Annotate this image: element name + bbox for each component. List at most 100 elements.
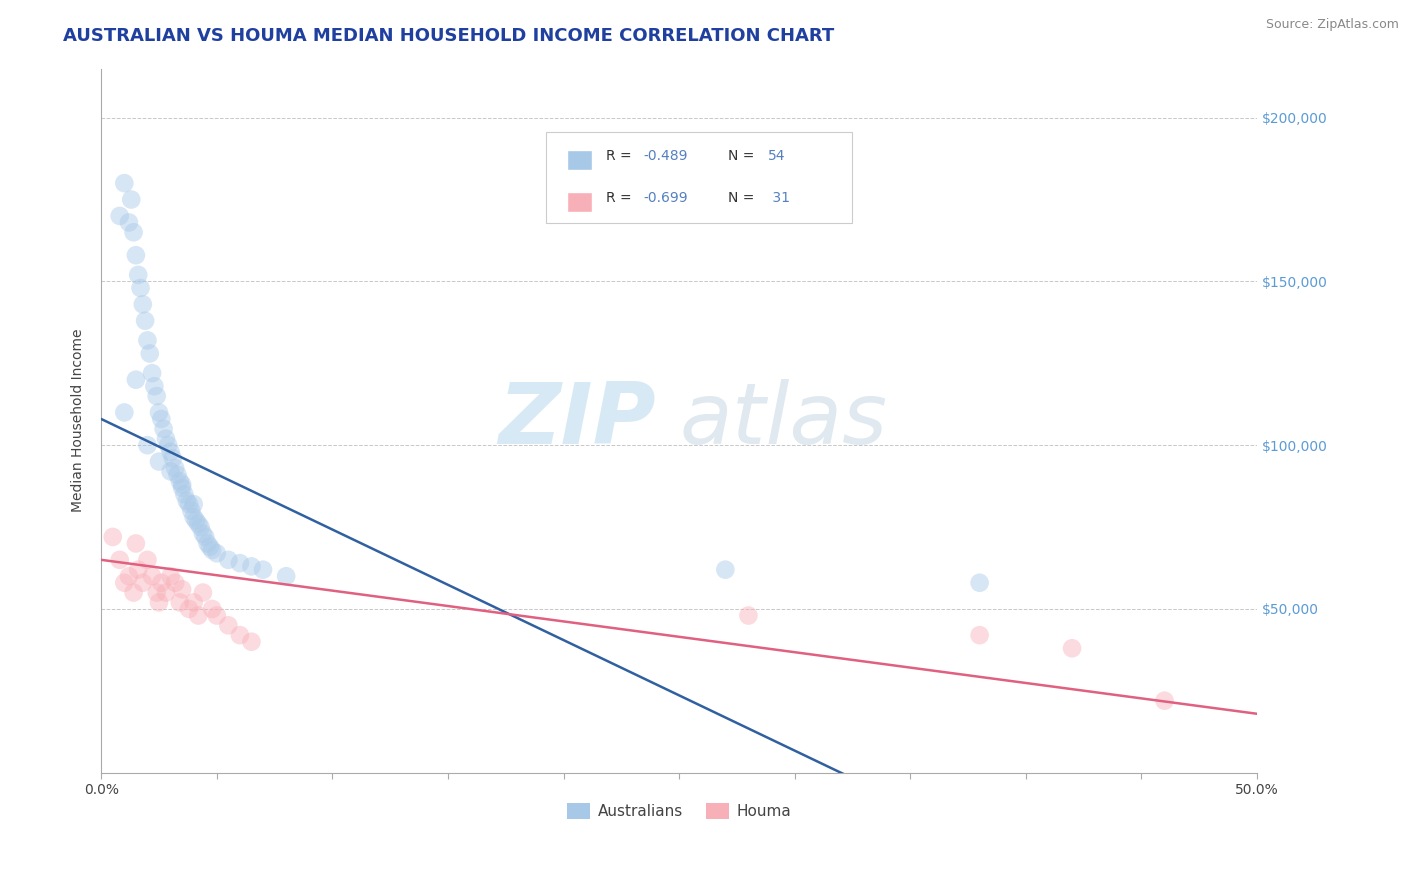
Point <box>191 585 214 599</box>
Text: atlas: atlas <box>679 379 887 462</box>
Point <box>118 569 141 583</box>
Point <box>143 379 166 393</box>
FancyBboxPatch shape <box>546 132 852 224</box>
Point <box>190 520 212 534</box>
Point <box>172 481 194 495</box>
Text: -0.699: -0.699 <box>644 191 688 204</box>
Point <box>159 569 181 583</box>
Point <box>155 432 177 446</box>
Point <box>240 559 263 574</box>
Point <box>169 474 191 488</box>
Point <box>148 405 170 419</box>
Point <box>240 634 263 648</box>
Point <box>118 215 141 229</box>
Point <box>108 553 131 567</box>
Text: 54: 54 <box>768 149 786 162</box>
FancyBboxPatch shape <box>567 192 592 211</box>
Point <box>198 540 221 554</box>
Point <box>183 497 205 511</box>
Point <box>969 575 991 590</box>
Y-axis label: Median Household Income: Median Household Income <box>72 329 86 512</box>
Point <box>141 569 163 583</box>
Point <box>176 494 198 508</box>
Point <box>136 553 159 567</box>
Point <box>1153 694 1175 708</box>
Point <box>969 628 991 642</box>
Point <box>172 582 194 597</box>
Point <box>162 451 184 466</box>
Point <box>129 281 152 295</box>
Point <box>127 268 149 282</box>
Point <box>150 412 173 426</box>
Point <box>125 536 148 550</box>
Point <box>201 543 224 558</box>
Point <box>101 530 124 544</box>
Point <box>127 563 149 577</box>
Point <box>122 225 145 239</box>
Point <box>159 464 181 478</box>
Point <box>120 193 142 207</box>
Text: R =: R = <box>606 191 637 204</box>
FancyBboxPatch shape <box>567 150 592 169</box>
Point <box>132 575 155 590</box>
Point <box>112 405 135 419</box>
Point <box>169 595 191 609</box>
Point <box>132 297 155 311</box>
Legend: Australians, Houma: Australians, Houma <box>561 797 797 825</box>
Point <box>1060 641 1083 656</box>
Point <box>191 526 214 541</box>
Point <box>108 209 131 223</box>
Point <box>183 595 205 609</box>
Point <box>172 477 194 491</box>
Point <box>180 504 202 518</box>
Point <box>737 608 759 623</box>
Point <box>184 514 207 528</box>
Point <box>173 487 195 501</box>
Point <box>125 373 148 387</box>
Point <box>177 602 200 616</box>
Point <box>205 546 228 560</box>
Point <box>148 454 170 468</box>
Point <box>145 585 167 599</box>
Text: ZIP: ZIP <box>498 379 657 462</box>
Text: 31: 31 <box>768 191 790 204</box>
Point <box>714 563 737 577</box>
Point <box>217 618 239 632</box>
Point <box>122 585 145 599</box>
Point <box>159 444 181 458</box>
Text: R =: R = <box>606 149 637 162</box>
Point <box>217 553 239 567</box>
Point <box>252 563 274 577</box>
Point <box>177 497 200 511</box>
Point <box>125 248 148 262</box>
Point <box>157 438 180 452</box>
Point <box>183 510 205 524</box>
Point <box>229 628 252 642</box>
Point <box>187 608 209 623</box>
Point <box>276 569 298 583</box>
Point <box>148 595 170 609</box>
Point <box>201 602 224 616</box>
Text: AUSTRALIAN VS HOUMA MEDIAN HOUSEHOLD INCOME CORRELATION CHART: AUSTRALIAN VS HOUMA MEDIAN HOUSEHOLD INC… <box>63 27 835 45</box>
Point <box>145 389 167 403</box>
Point <box>141 366 163 380</box>
Point <box>139 346 162 360</box>
Point <box>229 556 252 570</box>
Point <box>166 467 188 482</box>
Point <box>165 461 187 475</box>
Point <box>155 585 177 599</box>
Point <box>136 334 159 348</box>
Point <box>150 575 173 590</box>
Point <box>134 314 156 328</box>
Point <box>197 536 219 550</box>
Text: -0.489: -0.489 <box>644 149 688 162</box>
Point <box>136 438 159 452</box>
Text: N =: N = <box>728 149 758 162</box>
Text: N =: N = <box>728 191 758 204</box>
Point <box>187 516 209 531</box>
Point <box>165 575 187 590</box>
Point <box>194 530 217 544</box>
Point <box>205 608 228 623</box>
Point <box>112 176 135 190</box>
Point <box>152 422 174 436</box>
